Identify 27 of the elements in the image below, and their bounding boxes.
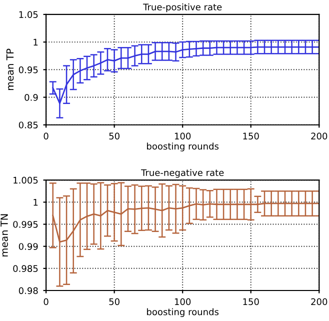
x-tick-label: 50: [109, 298, 120, 306]
x-tick-label: 0: [44, 298, 48, 306]
chart-title: True-positive rate: [143, 3, 222, 12]
y-tick-label: 0.85: [18, 122, 38, 128]
x-tick-label: 50: [109, 132, 120, 140]
y-tick-label: 0.99: [18, 243, 38, 250]
x-tick-label: 150: [243, 298, 259, 306]
y-tick-label: 1: [34, 199, 38, 206]
y-tick-label: 0.9: [24, 94, 38, 101]
y-tick-label: 0.98: [18, 287, 38, 294]
x-axis-title: boosting rounds: [147, 142, 219, 152]
chart-title: True-negative rate: [141, 169, 224, 178]
y-axis-title: mean TN: [0, 214, 8, 256]
x-axis-title: boosting rounds: [147, 308, 219, 318]
x-tick-label: 200: [311, 132, 328, 140]
y-tick-label: 0.985: [13, 265, 38, 272]
y-tick-label: 1: [34, 38, 38, 46]
x-tick-label: 100: [174, 298, 191, 306]
x-tick-label: 200: [311, 298, 328, 306]
x-tick-label: 150: [243, 132, 259, 140]
y-axis-title: mean TP: [6, 48, 14, 90]
y-tick-label: 1.05: [19, 11, 38, 18]
y-tick-label: 1.005: [14, 176, 38, 184]
y-tick-label: 0.995: [13, 220, 38, 228]
y-tick-label: 0.95: [18, 66, 38, 74]
x-tick-label: 0: [44, 132, 48, 140]
x-tick-label: 100: [174, 132, 191, 140]
